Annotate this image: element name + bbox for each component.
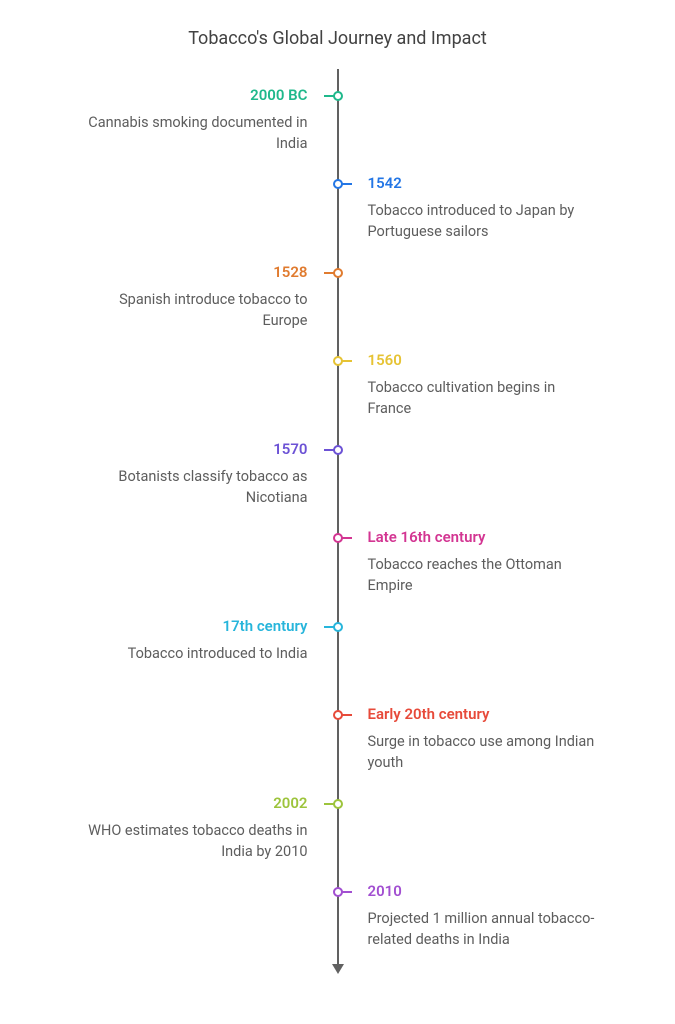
event-date: 17th century [128,617,308,637]
timeline-marker [333,799,343,809]
event-description: Surge in tobacco use among Indian youth [368,731,598,773]
event-content: 1560 Tobacco cultivation begins in France [368,351,598,419]
event-date: Late 16th century [368,528,598,548]
event-description: Cannabis smoking documented in India [78,112,308,154]
event-content: 1542 Tobacco introduced to Japan by Portu… [368,174,598,242]
event-content: 2010 Projected 1 million annual tobacco-r… [368,882,598,950]
event-date: 1570 [78,440,308,460]
timeline-event: 2000 BC Cannabis smoking documented in In… [0,86,338,154]
timeline-event: Late 16th century Tobacco reaches the Ott… [338,528,675,596]
timeline-marker [333,533,343,543]
timeline-event: 17th century Tobacco introduced to India [0,617,338,664]
event-description: Tobacco introduced to Japan by Portugues… [368,200,598,242]
event-description: Projected 1 million annual tobacco-relat… [368,908,598,950]
timeline-marker [333,91,343,101]
timeline-event: 2002 WHO estimates tobacco deaths in Indi… [0,794,338,862]
timeline-marker [333,356,343,366]
event-content: Late 16th century Tobacco reaches the Ott… [368,528,598,596]
event-date: Early 20th century [368,705,598,725]
event-content: 17th century Tobacco introduced to India [128,617,308,664]
event-description: WHO estimates tobacco deaths in India by… [78,820,308,862]
timeline-event: 1570 Botanists classify tobacco as Nicoti… [0,440,338,508]
timeline-marker [333,622,343,632]
timeline-event: 2010 Projected 1 million annual tobacco-r… [338,882,675,950]
event-content: Early 20th century Surge in tobacco use a… [368,705,598,773]
event-description: Spanish introduce tobacco to Europe [78,289,308,331]
event-description: Tobacco introduced to India [128,643,308,664]
timeline-event: 1542 Tobacco introduced to Japan by Portu… [338,174,675,242]
timeline-marker [333,179,343,189]
timeline-marker [333,887,343,897]
timeline-marker [333,268,343,278]
timeline-event: 1528 Spanish introduce tobacco to Europe [0,263,338,331]
event-content: 1528 Spanish introduce tobacco to Europe [78,263,308,331]
event-description: Tobacco cultivation begins in France [368,377,598,419]
timeline-marker [333,710,343,720]
page-title: Tobacco's Global Journey and Impact [0,0,675,69]
timeline-marker [333,445,343,455]
event-date: 1528 [78,263,308,283]
event-content: 2002 WHO estimates tobacco deaths in Indi… [78,794,308,862]
event-date: 2010 [368,882,598,902]
event-date: 2002 [78,794,308,814]
event-date: 1560 [368,351,598,371]
timeline: 2000 BC Cannabis smoking documented in In… [0,69,675,989]
event-content: 2000 BC Cannabis smoking documented in In… [78,86,308,154]
event-description: Botanists classify tobacco as Nicotiana [78,466,308,508]
timeline-event: 1560 Tobacco cultivation begins in France [338,351,675,419]
event-date: 2000 BC [78,86,308,106]
event-description: Tobacco reaches the Ottoman Empire [368,554,598,596]
event-content: 1570 Botanists classify tobacco as Nicoti… [78,440,308,508]
timeline-arrow [332,964,344,974]
timeline-event: Early 20th century Surge in tobacco use a… [338,705,675,773]
event-date: 1542 [368,174,598,194]
